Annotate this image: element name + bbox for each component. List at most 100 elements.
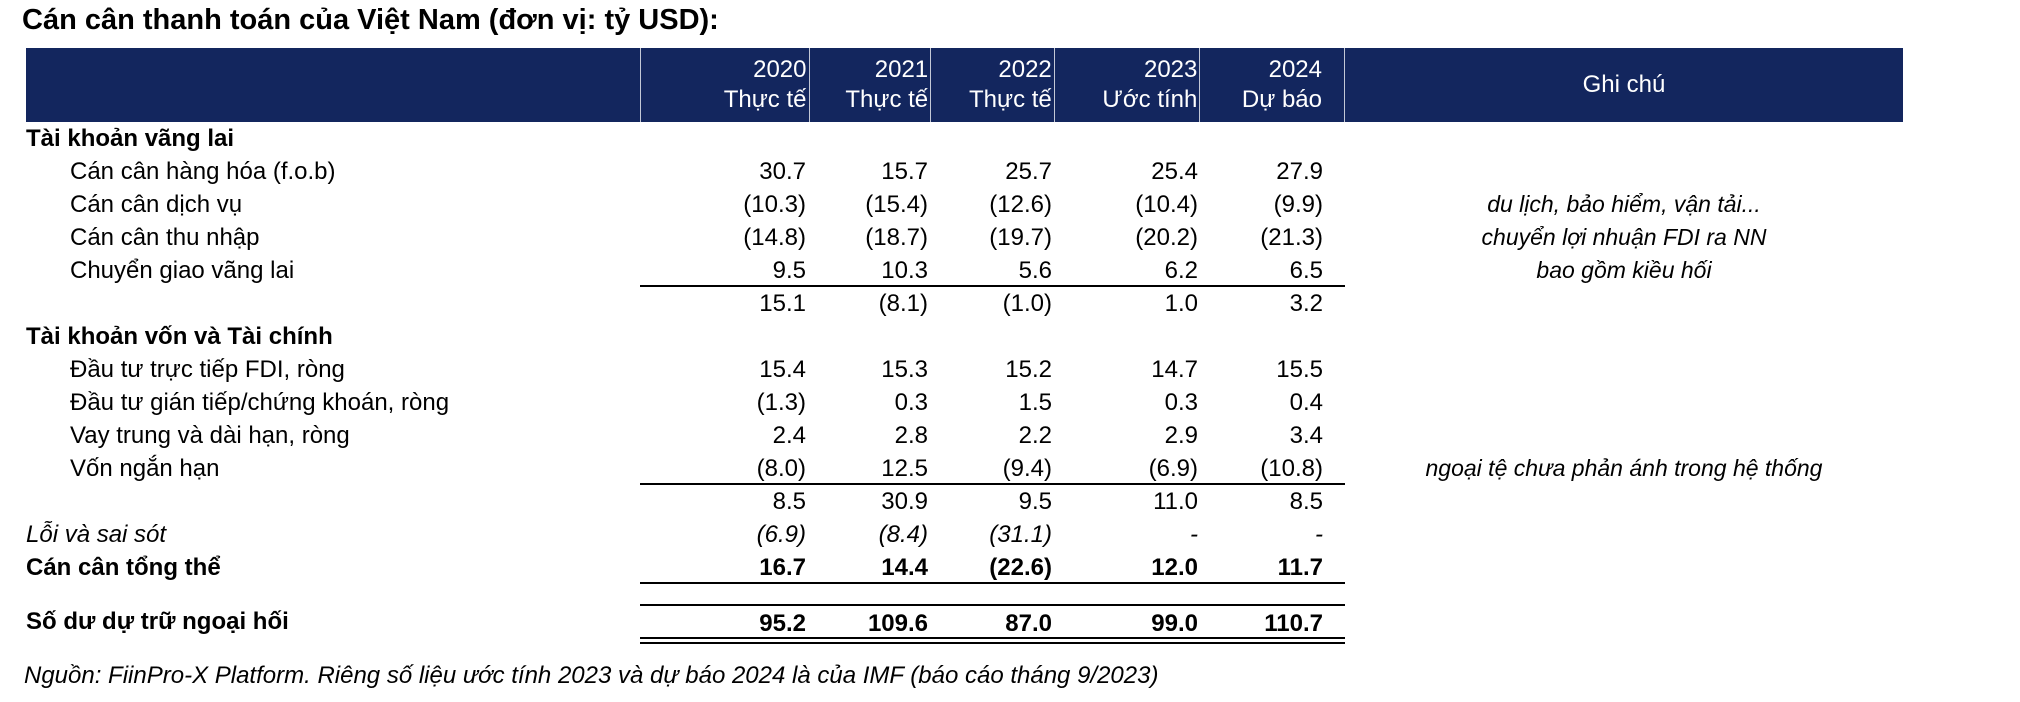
value-cell [930,584,1054,604]
value-cell [930,320,1054,353]
value-cell: (1.3) [756,389,806,416]
row-label [26,287,640,320]
value-cell: 2.2 [1018,422,1052,449]
value-cell: 14.7 [1151,356,1198,383]
row-label: Lỗi và sai sót [26,521,167,548]
table-row: 8.5 30.9 9.5 11.0 8.5 [26,485,1903,518]
value-cell: (6.9) [756,521,806,548]
value-cell: 8.5 [1289,488,1323,515]
row-values: 9.5 10.3 5.6 6.2 6.5 [640,254,1345,287]
note-cell: ngoại tệ chưa phản ánh trong hệ thống [1425,455,1823,481]
row-label [26,584,640,604]
value-cell: 30.9 [881,488,928,515]
value-cell: (9.9) [1273,191,1323,218]
table-row: Đầu tư gián tiếp/chứng khoán, ròng (1.3) 0… [26,386,1903,419]
value-cell: 1.0 [1164,290,1198,317]
note-cell [1345,584,1903,604]
note-cell: bao gồm kiều hối [1536,257,1712,283]
year-sublabel: Ước tính [1102,86,1198,113]
value-cell: (10.4) [1135,191,1198,218]
value-cell: 25.7 [1005,158,1052,185]
row-values: 2.4 2.8 2.2 2.9 3.4 [640,419,1345,452]
value-cell [1200,122,1325,155]
value-cell [640,584,808,604]
table-row: Chuyển giao vãng lai 9.5 10.3 5.6 6.2 6.5 bao … [26,254,1903,287]
note-cell: du lịch, bảo hiểm, vận tải... [1487,191,1761,217]
value-cell [930,122,1054,155]
value-cell: 15.3 [881,356,928,383]
value-cell: 15.7 [881,158,928,185]
value-cell: (15.4) [865,191,928,218]
note-cell [1345,518,1903,551]
note-cell [1345,551,1903,584]
value-cell: (10.8) [1260,455,1323,482]
row-values: (8.0) 12.5 (9.4) (6.9) (10.8) [640,452,1345,485]
header-label-spacer [26,48,640,122]
table-row: Vốn ngắn hạn (8.0) 12.5 (9.4) (6.9) (10.8) ngo… [26,452,1903,485]
note-cell [1345,287,1903,320]
note-cell [1345,155,1903,188]
table-row: Tài khoản vốn và Tài chính [26,320,1903,353]
value-cell: - [1315,521,1323,548]
table-row: Tài khoản vãng lai [26,122,1903,155]
table-row: Vay trung và dài hạn, ròng 2.4 2.8 2.2 2.9 3.… [26,419,1903,452]
value-cell: 8.5 [772,488,806,515]
note-cell [1345,485,1903,518]
row-values: 15.4 15.3 15.2 14.7 15.5 [640,353,1345,386]
value-cell: 3.4 [1289,422,1323,449]
value-cell: (19.7) [989,224,1052,251]
row-values [640,122,1345,155]
row-values: 95.2 109.6 87.0 99.0 110.7 [640,604,1345,644]
value-cell: 11.0 [1153,488,1198,515]
table-row: Cán cân tổng thể 16.7 14.4 (22.6) 12.0 11.7 [26,551,1903,584]
value-cell: 25.4 [1151,158,1198,185]
row-values [640,584,1345,604]
row-label [26,485,640,518]
value-cell: 15.1 [759,290,806,317]
value-cell: 6.2 [1164,257,1198,284]
value-cell: 15.5 [1276,356,1323,383]
table-row: Lỗi và sai sót (6.9) (8.4) (31.1) - - [26,518,1903,551]
year-sublabel: Thực tế [845,86,929,113]
note-column-header: Ghi chú [1582,71,1666,98]
year-column-header: 2021 Thực tế [808,48,931,122]
value-cell [640,320,808,353]
value-cell: 15.4 [759,356,806,383]
value-cell: 12.0 [1151,554,1198,581]
value-cell: (8.0) [756,455,806,482]
value-cell [1054,584,1200,604]
value-cell: (12.6) [989,191,1052,218]
value-cell: 2.4 [772,422,806,449]
year-sublabel: Thực tế [723,86,807,113]
value-cell: (1.0) [1002,290,1052,317]
note-cell [1345,353,1903,386]
value-cell: (8.1) [878,290,928,317]
value-cell: 16.7 [759,554,806,581]
year-column-header: 2022 Thực tế [930,48,1054,122]
row-label: Vốn ngắn hạn [70,455,220,482]
row-values: 8.5 30.9 9.5 11.0 8.5 [640,485,1345,518]
row-label: Tài khoản vãng lai [26,125,235,152]
source-note: Nguồn: FiinPro-X Platform. Riêng số liệu… [24,662,1159,689]
year-column-header: 2023 Ước tính [1053,48,1200,122]
value-cell: (18.7) [865,224,928,251]
row-label: Cán cân thu nhập [70,224,260,251]
row-label: Cán cân hàng hóa (f.o.b) [70,158,336,185]
value-cell: - [1190,521,1198,548]
year-label: 2020 [753,56,807,83]
value-cell: 27.9 [1276,158,1323,185]
value-cell: 0.3 [1164,389,1198,416]
value-cell: 10.3 [881,257,928,284]
value-cell: 14.4 [881,554,928,581]
year-sublabel: Thực tế [969,86,1052,113]
note-cell [1345,320,1903,353]
row-label: Chuyển giao vãng lai [70,257,295,284]
value-cell: 5.6 [1018,257,1052,284]
year-label: 2021 [874,56,929,83]
value-cell [808,584,930,604]
table-row: Cán cân hàng hóa (f.o.b) 30.7 15.7 25.7 25.4… [26,155,1903,188]
value-cell: 3.2 [1289,290,1323,317]
value-cell: 1.5 [1018,389,1052,416]
value-cell: 2.9 [1164,422,1198,449]
value-cell: 110.7 [1264,610,1323,637]
